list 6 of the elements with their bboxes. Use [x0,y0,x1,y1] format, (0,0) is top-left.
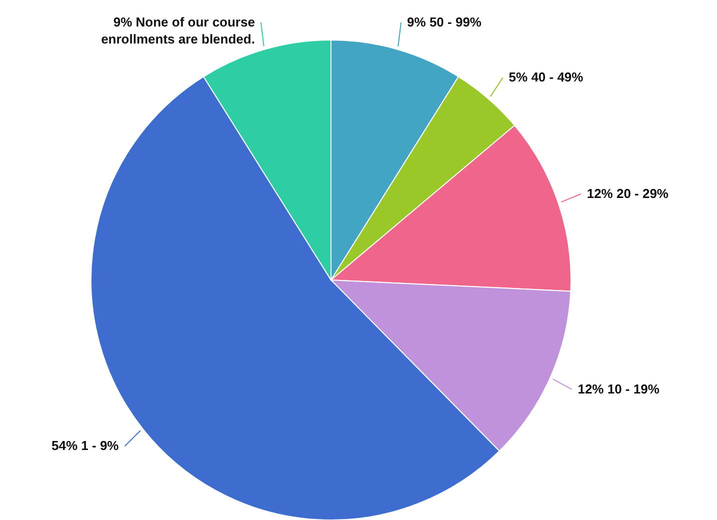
slice-label: 9% 50 - 99% [407,14,482,30]
slice-label: 12% 20 - 29% [586,186,669,202]
slice-label: 54% 1 - 9% [52,438,120,454]
slice-label: 9% None of our course enrollments are blended. [101,14,255,46]
slice-label: 5% 40 - 49% [508,70,584,85]
slice-label: 12% 10 - 19% [578,381,660,396]
